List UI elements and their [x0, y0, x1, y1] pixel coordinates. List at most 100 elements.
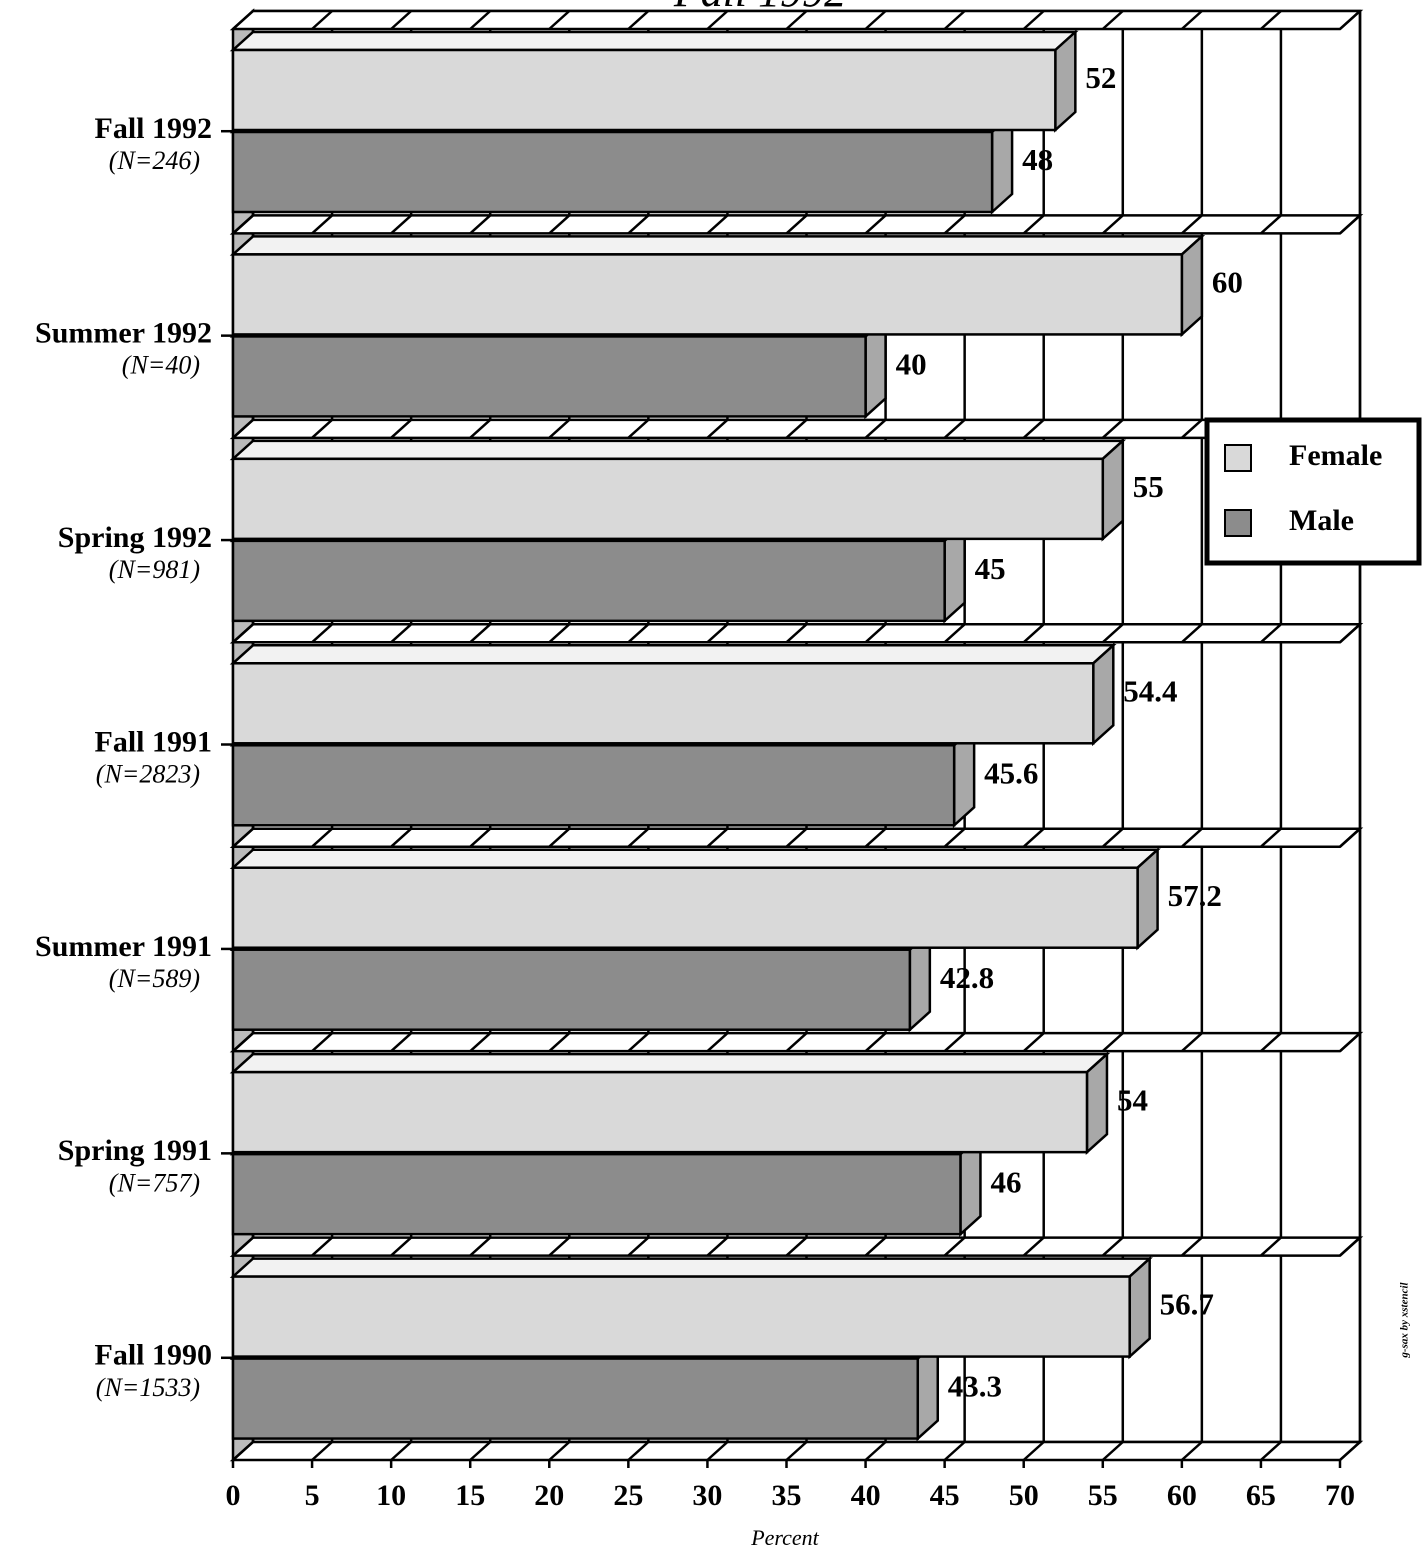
floor-grid-line [1022, 1032, 1045, 1053]
floor-grid-line [1101, 827, 1124, 848]
floor-grid-line [864, 1032, 887, 1053]
floor-grid-line [1022, 418, 1045, 439]
bar-top [229, 30, 1079, 52]
value-label: 45 [975, 551, 1006, 586]
floor-grid-line [706, 1032, 729, 1053]
floor-grid-line [548, 1441, 571, 1461]
floor-grid-line [311, 1441, 333, 1461]
floor-grid-line [311, 623, 333, 644]
value-label: 54.4 [1123, 673, 1177, 708]
floor-grid-line [548, 214, 571, 235]
floor-grid-line [785, 214, 808, 235]
floor-grid-line [706, 418, 729, 439]
x-tick-label: 20 [534, 1479, 564, 1512]
floor-grid-line [1181, 10, 1203, 30]
floor-grid-line [943, 418, 966, 439]
floor-grid-line [627, 1441, 650, 1461]
value-label: 52 [1085, 60, 1116, 95]
floor-grid-line [469, 418, 492, 439]
value-label: 60 [1212, 265, 1243, 300]
floor-grid-line [390, 418, 412, 439]
floor-grid-line [943, 1032, 966, 1053]
y-tick-label: Fall 1990 [95, 1339, 213, 1372]
floor-grid-line [627, 1032, 650, 1053]
floor-grid-line [943, 1441, 966, 1461]
x-tick-label: 50 [1009, 1479, 1039, 1512]
floor-grid-line [785, 1441, 808, 1461]
bar-top [229, 1052, 1111, 1074]
floor-grid-line [548, 418, 571, 439]
floor-grid-line [390, 827, 412, 848]
floor-grid-line [785, 1236, 808, 1257]
value-label: 54 [1117, 1082, 1148, 1117]
legend-label: Male [1289, 504, 1354, 537]
floor-grid-line [1022, 623, 1045, 644]
value-label: 43.3 [948, 1369, 1002, 1404]
floor-grid-line [785, 827, 808, 848]
floor-grid-line [706, 1441, 729, 1461]
value-label: 45.6 [984, 755, 1038, 790]
sample-size-label: (N=757) [109, 1168, 200, 1197]
floor-grid-line [1260, 1032, 1282, 1053]
x-tick-label: 25 [613, 1479, 643, 1512]
floor-grid-line [548, 10, 571, 30]
floor-grid-line [864, 1236, 887, 1257]
floor-grid-line [1022, 10, 1045, 30]
x-tick-label: 65 [1246, 1479, 1276, 1512]
x-tick-label: 60 [1167, 1479, 1197, 1512]
bar-top [229, 1257, 1153, 1278]
bar-side [1085, 1051, 1109, 1155]
floor-grid-line [1181, 827, 1203, 848]
bar [231, 948, 912, 1031]
x-tick-label: 30 [692, 1479, 722, 1512]
floor-grid-line [1101, 418, 1124, 439]
floor-grid-line [469, 1032, 492, 1053]
bar [231, 662, 1095, 745]
bar-side [1054, 29, 1077, 133]
bar [231, 1275, 1131, 1358]
floor-grid-line [864, 1441, 887, 1461]
floor-grid-line [1101, 1441, 1124, 1461]
floor-grid-line [1260, 1236, 1282, 1257]
floor-grid-line [785, 10, 808, 30]
floor-grid-line [706, 623, 729, 644]
floor-grid-line [943, 827, 966, 848]
sample-size-label: (N=246) [109, 146, 200, 175]
y-tick-label: Summer 1992 [35, 317, 212, 350]
floor-grid-line [469, 1441, 492, 1461]
floor-grid-line [785, 1032, 808, 1053]
floor-grid-line [1022, 1236, 1045, 1257]
floor-grid-line [706, 10, 729, 30]
bar [231, 744, 956, 827]
x-tick-label: 0 [226, 1479, 241, 1512]
bar-top [229, 235, 1206, 256]
floor-grid-line [943, 623, 966, 644]
bar [231, 1152, 962, 1236]
floor-grid-line [232, 1441, 254, 1461]
floor-grid-line [1022, 827, 1045, 848]
bar [231, 457, 1105, 541]
bar [231, 253, 1184, 336]
bar-side [1092, 642, 1115, 747]
floor-grid-line [1339, 1032, 1361, 1053]
x-tick-label: 45 [930, 1479, 960, 1512]
floor-grid-line [232, 623, 254, 644]
floor-grid-line [627, 623, 650, 644]
floor-grid-line [1101, 623, 1124, 644]
sample-size-label: (N=40) [122, 351, 200, 380]
floor-grid-line [1339, 827, 1361, 848]
floor-grid-line [627, 214, 650, 235]
x-tick-label: 5 [305, 1479, 320, 1512]
bar [231, 1357, 920, 1440]
legend-label: Female [1289, 439, 1382, 472]
floor-grid-line [390, 1032, 412, 1053]
floor-grid-line [311, 1236, 333, 1257]
floor-grid-line [232, 214, 254, 235]
floor-grid-line [548, 1236, 571, 1257]
y-tick-label: Spring 1991 [58, 1134, 212, 1167]
floor-grid-line [1260, 1441, 1282, 1461]
legend-swatch [1224, 444, 1252, 472]
floor-grid-line [1339, 623, 1361, 644]
floor-grid-line [1339, 1236, 1361, 1257]
floor-grid-line [1260, 214, 1282, 235]
